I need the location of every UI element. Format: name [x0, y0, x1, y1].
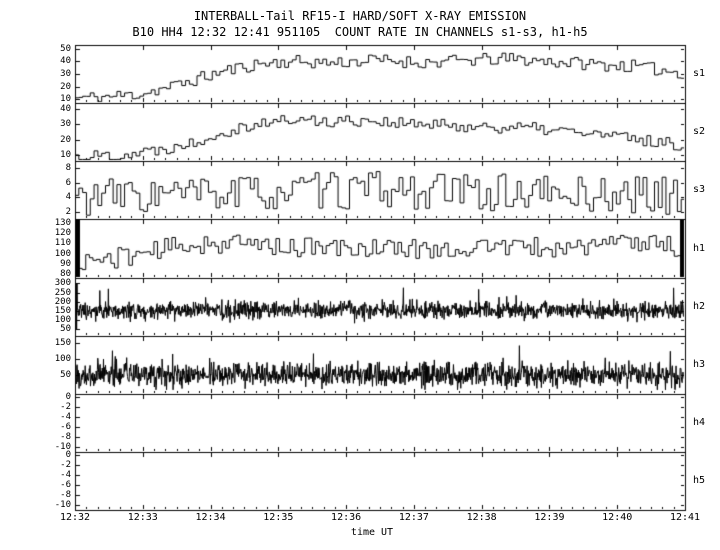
y-tick-label-s2: 20	[60, 134, 71, 145]
y-tick-label-h3: 50	[60, 370, 71, 381]
x-tick-label: 12:32	[59, 512, 91, 523]
x-tick-label: 12:39	[534, 512, 565, 523]
y-tick-label-s3: 2	[65, 206, 71, 217]
y-tick-label-h4: 0	[65, 392, 71, 402]
x-tick-label: 12:38	[466, 512, 497, 523]
y-tick-label-s1: 40	[60, 56, 71, 67]
y-tick-label-s2: 40	[60, 104, 71, 115]
y-tick-label-h4: -10	[54, 442, 71, 452]
y-tick-label-h4: -2	[60, 402, 71, 412]
panel-label-s1: s1	[693, 68, 706, 79]
y-tick-label-h3: 150	[54, 338, 71, 349]
x-tick-label: 12:37	[398, 512, 429, 523]
y-tick-label-h5: 0	[65, 450, 71, 460]
y-tick-label-h5: -2	[60, 460, 71, 470]
y-tick-label-h2: 100	[54, 314, 71, 325]
y-tick-label-s1: 10	[60, 94, 71, 105]
x-tick-label: 12:40	[602, 512, 633, 523]
y-tick-label-h5: -10	[54, 500, 71, 510]
y-tick-label-h1: 90	[60, 258, 71, 269]
y-tick-label-h1: 80	[60, 268, 71, 279]
y-tick-label-h1: 110	[54, 238, 71, 249]
y-tick-label-h2: 300	[54, 278, 71, 289]
y-tick-label-s2: 10	[60, 149, 71, 160]
panel-label-h5: h5	[693, 475, 706, 486]
y-tick-label-s3: 4	[65, 192, 71, 203]
x-tick-label: 12:33	[127, 512, 158, 523]
y-tick-label-h2: 150	[54, 305, 71, 316]
y-tick-label-h2: 50	[60, 323, 71, 334]
y-tick-label-h4: -6	[60, 422, 71, 432]
plot-title: INTERBALL-Tail RF15-I HARD/SOFT X-RAY EM…	[193, 9, 527, 23]
y-tick-label-s1: 50	[60, 43, 71, 54]
panel-label-h1: h1	[693, 242, 706, 254]
y-tick-label-h4: -8	[60, 432, 71, 442]
y-tick-label-s3: 8	[65, 163, 71, 174]
y-tick-label-h5: -6	[60, 480, 71, 490]
y-tick-label-s1: 30	[60, 69, 71, 79]
x-tick-label: 12:36	[331, 512, 362, 523]
x-axis-title: time UT	[350, 527, 394, 538]
y-tick-label-h3: 100	[54, 354, 71, 365]
y-tick-label-h5: -4	[60, 470, 71, 480]
x-tick-label: 12:35	[263, 512, 294, 523]
panel-label-s2: s2	[693, 126, 706, 137]
y-tick-label-h5: -8	[60, 490, 71, 500]
y-tick-label-h2: 250	[54, 287, 71, 298]
y-tick-label-s3: 6	[65, 177, 71, 188]
panel-label-h4: h4	[693, 417, 706, 428]
x-tick-label: 12:34	[195, 512, 226, 523]
y-tick-label-s1: 20	[60, 81, 71, 92]
y-tick-label-h4: -4	[60, 412, 71, 422]
panel-label-h2: h2	[693, 301, 706, 312]
y-tick-label-h1: 120	[54, 228, 71, 239]
y-tick-label-h2: 200	[54, 296, 71, 307]
y-tick-label-s2: 30	[60, 119, 71, 130]
x-tick-label: 12:41	[669, 512, 701, 523]
panel-label-s3: s3	[693, 184, 706, 195]
panel-label-h3: h3	[693, 359, 706, 370]
plot-subtitle: B10 HH4 12:32 12:41 951105 COUNT RATE IN…	[132, 25, 588, 39]
y-tick-label-h1: 100	[54, 248, 71, 259]
y-tick-label-h1: 130	[54, 218, 71, 229]
